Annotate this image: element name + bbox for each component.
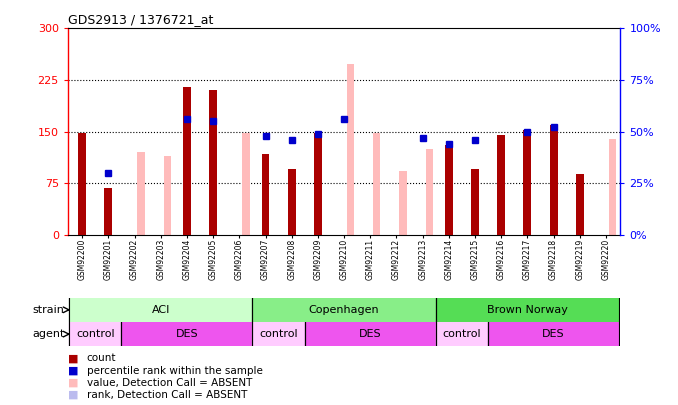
Text: rank, Detection Call = ABSENT: rank, Detection Call = ABSENT xyxy=(87,390,247,400)
Bar xyxy=(314,133,322,235)
Bar xyxy=(436,322,488,346)
Bar xyxy=(426,149,433,235)
Bar xyxy=(242,133,250,235)
Text: ■: ■ xyxy=(68,390,78,400)
Bar xyxy=(576,174,584,235)
Bar xyxy=(347,64,355,235)
Bar xyxy=(305,322,436,346)
Bar xyxy=(471,169,479,235)
Text: Copenhagen: Copenhagen xyxy=(308,305,380,315)
Bar xyxy=(138,152,145,235)
Bar xyxy=(436,298,619,322)
Bar xyxy=(609,139,616,235)
Bar xyxy=(252,322,305,346)
Text: DES: DES xyxy=(176,329,198,339)
Bar xyxy=(262,153,269,235)
Bar xyxy=(523,130,532,235)
Text: DES: DES xyxy=(359,329,382,339)
Bar xyxy=(399,171,407,235)
Bar xyxy=(121,322,252,346)
Text: DES: DES xyxy=(542,329,565,339)
Text: count: count xyxy=(87,354,117,363)
Bar xyxy=(287,169,296,235)
Bar xyxy=(69,298,252,322)
Text: ■: ■ xyxy=(68,366,78,375)
Bar xyxy=(445,145,453,235)
Text: agent: agent xyxy=(32,329,64,339)
Text: ■: ■ xyxy=(68,378,78,388)
Bar xyxy=(373,133,380,235)
Bar xyxy=(497,135,505,235)
Bar xyxy=(488,322,619,346)
Text: control: control xyxy=(76,329,115,339)
Text: ACI: ACI xyxy=(152,305,170,315)
Bar xyxy=(183,87,191,235)
Text: control: control xyxy=(443,329,481,339)
Text: ■: ■ xyxy=(68,354,78,363)
Text: value, Detection Call = ABSENT: value, Detection Call = ABSENT xyxy=(87,378,252,388)
Bar xyxy=(163,156,171,235)
Text: Brown Norway: Brown Norway xyxy=(487,305,568,315)
Bar xyxy=(69,322,121,346)
Text: strain: strain xyxy=(33,305,64,315)
Bar xyxy=(210,90,217,235)
Bar xyxy=(550,125,557,235)
Bar xyxy=(104,188,113,235)
Bar xyxy=(252,298,436,322)
Text: control: control xyxy=(259,329,298,339)
Text: GDS2913 / 1376721_at: GDS2913 / 1376721_at xyxy=(68,13,213,26)
Bar xyxy=(78,133,86,235)
Text: percentile rank within the sample: percentile rank within the sample xyxy=(87,366,262,375)
